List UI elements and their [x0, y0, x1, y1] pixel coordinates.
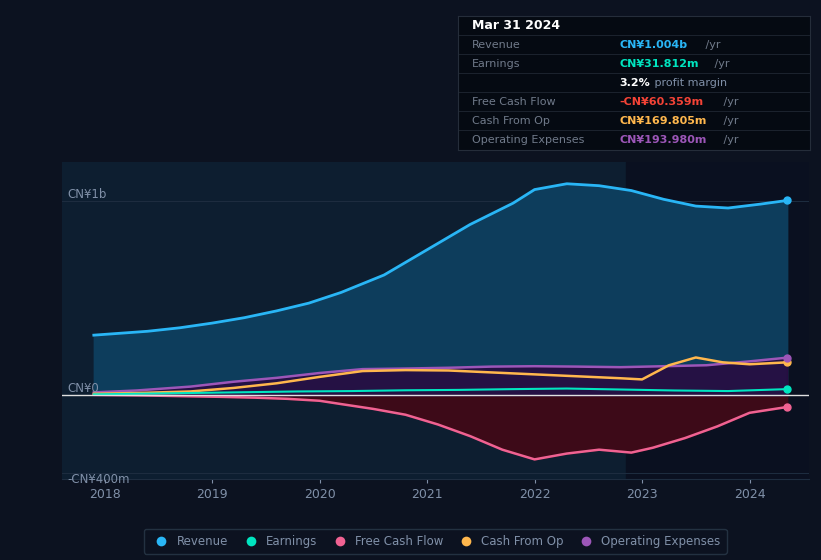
Legend: Revenue, Earnings, Free Cash Flow, Cash From Op, Operating Expenses: Revenue, Earnings, Free Cash Flow, Cash …	[144, 529, 727, 554]
Text: 3.2%: 3.2%	[620, 78, 650, 88]
Text: Free Cash Flow: Free Cash Flow	[472, 97, 556, 107]
Text: Operating Expenses: Operating Expenses	[472, 135, 585, 145]
Text: Revenue: Revenue	[472, 40, 521, 50]
Text: /yr: /yr	[720, 135, 739, 145]
Text: /yr: /yr	[720, 116, 739, 126]
Text: -CN¥400m: -CN¥400m	[67, 473, 130, 486]
Text: /yr: /yr	[711, 59, 730, 69]
Text: CN¥193.980m: CN¥193.980m	[620, 135, 707, 145]
Text: CN¥169.805m: CN¥169.805m	[620, 116, 707, 126]
Text: -CN¥60.359m: -CN¥60.359m	[620, 97, 704, 107]
Text: Earnings: Earnings	[472, 59, 521, 69]
Bar	[626, 162, 809, 479]
Text: CN¥31.812m: CN¥31.812m	[620, 59, 699, 69]
Text: CN¥1b: CN¥1b	[67, 188, 107, 201]
Text: profit margin: profit margin	[651, 78, 727, 88]
Text: CN¥0: CN¥0	[67, 382, 99, 395]
Text: Mar 31 2024: Mar 31 2024	[472, 19, 560, 32]
Text: Cash From Op: Cash From Op	[472, 116, 550, 126]
Text: /yr: /yr	[702, 40, 721, 50]
Text: CN¥1.004b: CN¥1.004b	[620, 40, 688, 50]
Text: /yr: /yr	[720, 97, 739, 107]
